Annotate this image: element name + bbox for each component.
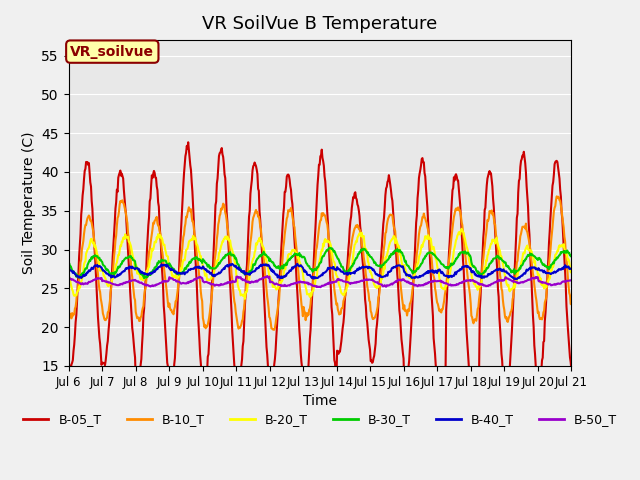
B-30_T — [125, 253, 133, 259]
B-20_T — [177, 269, 184, 275]
B-20_T — [381, 255, 389, 261]
B-30_T — [177, 270, 185, 276]
B-50_T — [397, 277, 404, 283]
B-50_T — [204, 279, 211, 285]
B-10_T — [204, 324, 211, 329]
B-05_T — [381, 192, 389, 198]
B-05_T — [65, 361, 72, 367]
B-50_T — [317, 284, 324, 290]
B-40_T — [177, 271, 184, 276]
B-50_T — [177, 280, 184, 286]
B-50_T — [264, 273, 271, 279]
B-30_T — [74, 274, 81, 279]
B-10_T — [568, 301, 575, 307]
B-50_T — [74, 279, 81, 285]
B-05_T — [184, 139, 192, 145]
Line: B-40_T: B-40_T — [68, 264, 572, 279]
B-10_T — [396, 277, 404, 283]
B-20_T — [125, 239, 133, 245]
Y-axis label: Soil Temperature (C): Soil Temperature (C) — [22, 132, 36, 274]
Legend: B-05_T, B-10_T, B-20_T, B-30_T, B-40_T, B-50_T: B-05_T, B-10_T, B-20_T, B-30_T, B-40_T, … — [19, 408, 621, 432]
Title: VR SoilVue B Temperature: VR SoilVue B Temperature — [202, 15, 438, 33]
B-20_T — [204, 277, 211, 283]
B-40_T — [204, 269, 211, 275]
B-40_T — [293, 261, 301, 267]
Line: B-50_T: B-50_T — [68, 276, 572, 287]
Line: B-20_T: B-20_T — [68, 229, 572, 299]
B-30_T — [397, 250, 404, 255]
B-05_T — [177, 238, 184, 243]
B-40_T — [125, 264, 133, 270]
B-10_T — [270, 327, 278, 333]
Line: B-10_T: B-10_T — [68, 196, 572, 330]
B-10_T — [74, 288, 81, 294]
B-05_T — [125, 272, 133, 278]
B-20_T — [241, 296, 249, 302]
B-50_T — [125, 278, 133, 284]
B-50_T — [568, 278, 575, 284]
B-05_T — [396, 313, 404, 319]
B-30_T — [326, 245, 333, 251]
B-30_T — [140, 276, 148, 281]
B-30_T — [204, 264, 212, 270]
B-30_T — [65, 262, 72, 267]
B-05_T — [435, 434, 443, 440]
B-20_T — [568, 267, 575, 273]
B-20_T — [74, 288, 81, 294]
B-40_T — [568, 265, 575, 271]
B-20_T — [458, 226, 465, 232]
B-50_T — [382, 284, 390, 289]
B-10_T — [125, 244, 133, 250]
X-axis label: Time: Time — [303, 394, 337, 408]
Text: VR_soilvue: VR_soilvue — [70, 45, 154, 59]
B-20_T — [396, 252, 404, 257]
Line: B-30_T: B-30_T — [68, 248, 572, 278]
B-05_T — [204, 354, 212, 360]
B-40_T — [65, 264, 72, 270]
B-40_T — [396, 263, 404, 268]
B-05_T — [568, 367, 575, 372]
B-30_T — [568, 253, 575, 259]
B-40_T — [381, 274, 389, 279]
B-40_T — [74, 274, 81, 279]
B-20_T — [65, 271, 72, 277]
B-10_T — [553, 193, 561, 199]
Line: B-05_T: B-05_T — [68, 142, 572, 437]
B-40_T — [513, 276, 521, 282]
B-10_T — [177, 262, 184, 267]
B-50_T — [65, 276, 72, 282]
B-30_T — [382, 259, 390, 265]
B-10_T — [381, 230, 389, 236]
B-05_T — [74, 283, 81, 289]
B-10_T — [65, 306, 72, 312]
